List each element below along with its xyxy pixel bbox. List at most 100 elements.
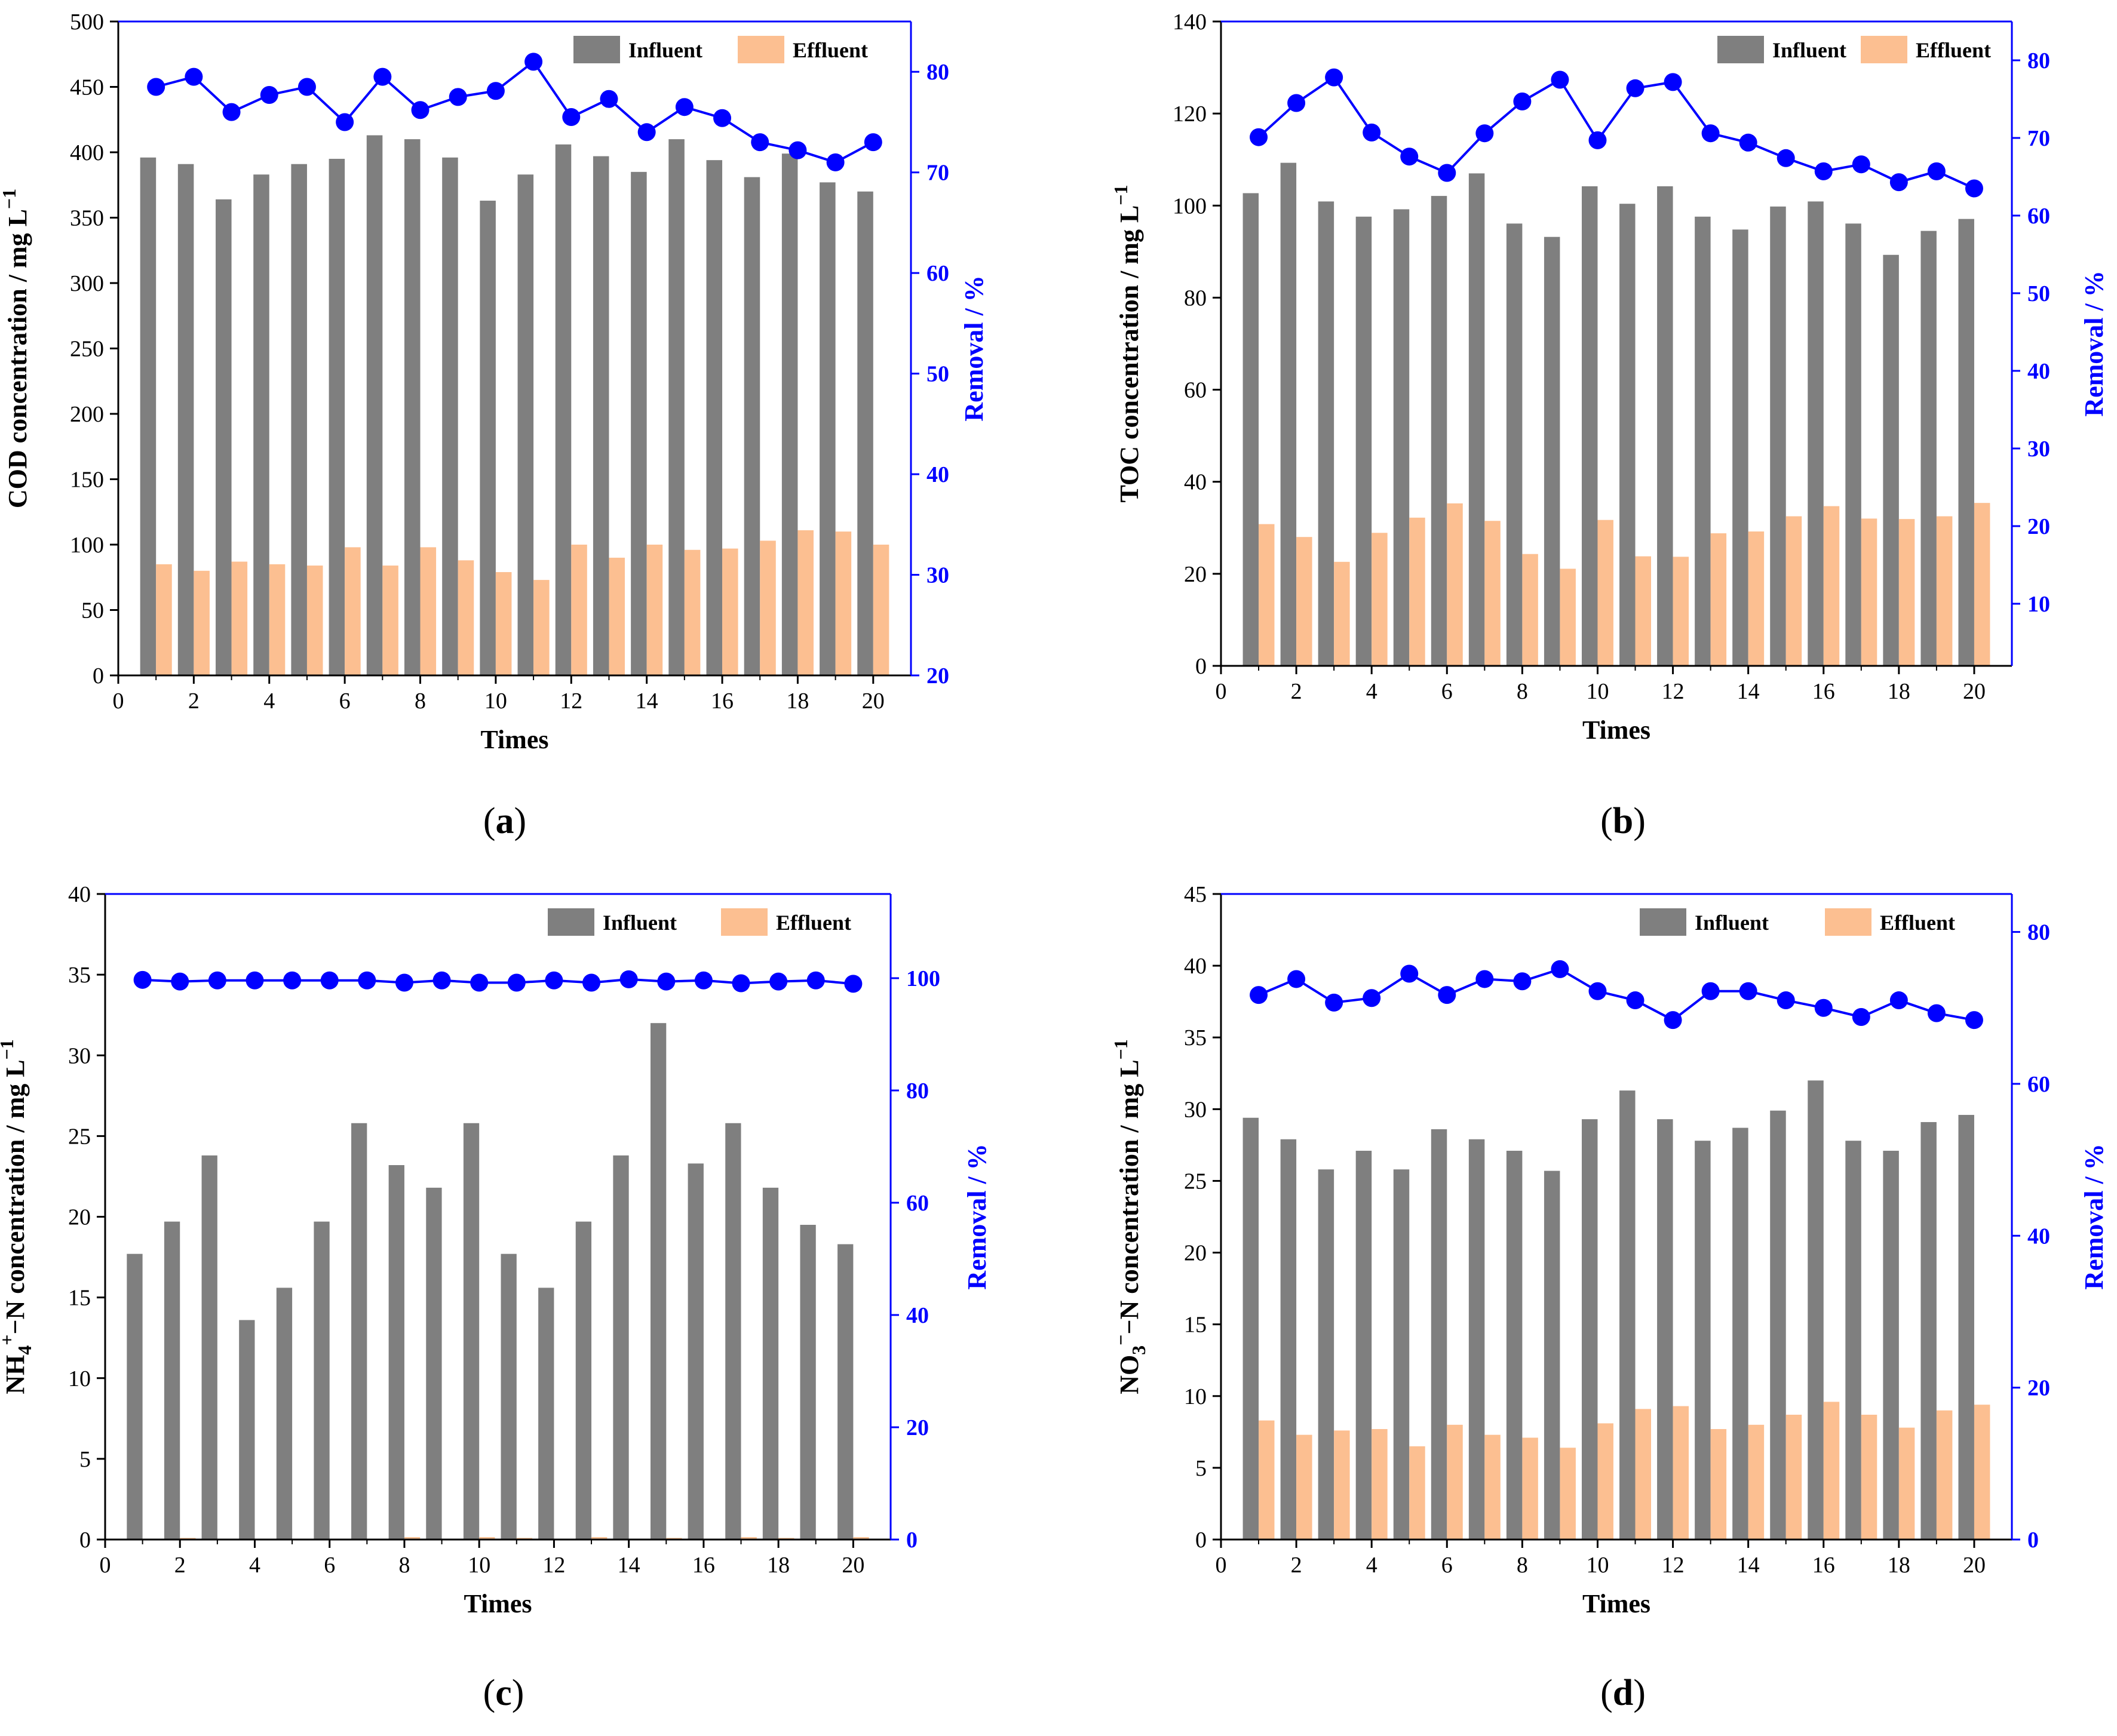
influent-bar — [388, 1165, 404, 1540]
effluent-bar — [1372, 533, 1388, 666]
influent-bar — [650, 1023, 667, 1540]
effluent-bar — [1898, 519, 1915, 666]
effluent-bar — [1560, 569, 1576, 666]
removal-point — [486, 82, 505, 100]
effluent-bar — [1447, 1424, 1463, 1540]
x-tick-label: 16 — [692, 1553, 715, 1578]
effluent-bar — [1409, 517, 1425, 666]
removal-point — [1588, 982, 1607, 1000]
effluent-bar — [194, 570, 210, 675]
removal-point — [1777, 149, 1795, 167]
y-tick-label: 400 — [70, 140, 104, 165]
legend-influent-swatch — [548, 908, 594, 936]
removal-point — [1664, 1011, 1682, 1030]
removal-point — [432, 971, 451, 990]
removal-point — [260, 85, 278, 104]
removal-point — [1400, 964, 1419, 983]
effluent-bar — [571, 545, 587, 675]
removal-point — [411, 101, 429, 119]
y2-tick-label: 20 — [906, 1415, 929, 1440]
y-tick-label: 20 — [68, 1205, 91, 1230]
influent-bar — [1506, 1150, 1523, 1540]
y2-axis-label: Removal / % — [2079, 271, 2109, 416]
effluent-bar — [853, 1537, 869, 1540]
removal-point — [1513, 972, 1532, 991]
y2-tick-label: 70 — [2027, 126, 2050, 151]
x-tick-label: 14 — [618, 1553, 640, 1578]
x-tick-label: 12 — [560, 689, 582, 714]
y-tick-label: 350 — [70, 206, 104, 231]
x-tick-label: 6 — [324, 1553, 335, 1578]
x-tick-label: 20 — [862, 689, 885, 714]
removal-point — [449, 88, 467, 106]
effluent-bar — [1409, 1446, 1425, 1540]
effluent-bar — [1296, 537, 1312, 666]
influent-bar — [837, 1244, 854, 1540]
removal-point — [336, 113, 354, 131]
removal-point — [1325, 993, 1343, 1012]
y2-axis-label: Removal / % — [959, 275, 989, 421]
influent-bar — [442, 157, 458, 675]
influent-bar — [1657, 186, 1673, 666]
removal-point — [1965, 179, 1983, 198]
effluent-bar — [722, 548, 738, 675]
influent-bar — [781, 153, 798, 675]
legend-influent-label: Influent — [603, 911, 677, 935]
y-tick-label: 40 — [68, 882, 91, 907]
effluent-bar — [420, 547, 437, 675]
legend-influent-label: Influent — [1772, 38, 1846, 62]
removal-point — [1701, 124, 1720, 143]
effluent-bar — [1785, 1415, 1802, 1540]
y-tick-label: 40 — [1184, 954, 1207, 979]
effluent-bar — [1597, 520, 1613, 666]
y-tick-label: 10 — [1184, 1384, 1207, 1409]
y-tick-label: 25 — [68, 1124, 91, 1149]
y-tick-label: 15 — [68, 1286, 91, 1311]
y-tick-label: 5 — [79, 1447, 91, 1472]
removal-point — [1363, 123, 1381, 142]
x-tick-label: 6 — [1441, 679, 1453, 704]
influent-bar — [366, 135, 383, 675]
influent-bar — [1581, 186, 1598, 666]
effluent-bar — [1522, 554, 1538, 666]
chart-panel-c: 0 2 4 6 8 10 12 14 16 18 20 0 5 10 15 20 25 30 35 40 0 20 40 60… — [0, 882, 992, 1713]
influent-bar — [1431, 196, 1447, 666]
removal-point — [1325, 68, 1343, 87]
effluent-bar — [231, 561, 248, 675]
y-tick-label: 80 — [1184, 285, 1207, 311]
removal-point — [844, 975, 863, 993]
removal-point — [1250, 986, 1268, 1004]
effluent-bar — [1823, 1402, 1840, 1540]
effluent-bar — [1597, 1423, 1613, 1540]
legend-effluent-swatch — [738, 36, 784, 63]
y-tick-label: 140 — [1173, 10, 1207, 35]
y2-tick-label: 40 — [2027, 1224, 2050, 1249]
removal-point — [1889, 991, 1908, 1010]
influent-bar — [1393, 1169, 1410, 1540]
influent-bar — [1280, 162, 1297, 666]
influent-bar — [1506, 223, 1523, 666]
y-tick-label: 0 — [1195, 1528, 1207, 1553]
influent-bar — [1732, 229, 1748, 666]
effluent-bar — [591, 1537, 608, 1540]
influent-bar — [216, 199, 232, 676]
removal-point — [1664, 73, 1682, 91]
removal-point — [246, 971, 264, 990]
removal-point — [320, 971, 339, 990]
removal-point — [732, 974, 750, 993]
removal-point — [1513, 92, 1532, 110]
x-tick-label: 16 — [711, 689, 734, 714]
y2-tick-label: 20 — [2027, 1376, 2050, 1401]
y-tick-label: 250 — [70, 337, 104, 362]
effluent-bar — [345, 547, 361, 675]
effluent-bar — [458, 560, 474, 675]
panel-label: (d) — [1600, 1673, 1646, 1713]
x-tick-label: 18 — [767, 1553, 790, 1578]
influent-bar — [329, 158, 345, 675]
effluent-bar — [1259, 1420, 1275, 1540]
removal-point — [1475, 124, 1494, 143]
y-tick-label: 450 — [70, 75, 104, 100]
influent-bar — [1544, 1170, 1560, 1540]
effluent-bar — [609, 557, 625, 675]
x-tick-label: 10 — [468, 1553, 490, 1578]
